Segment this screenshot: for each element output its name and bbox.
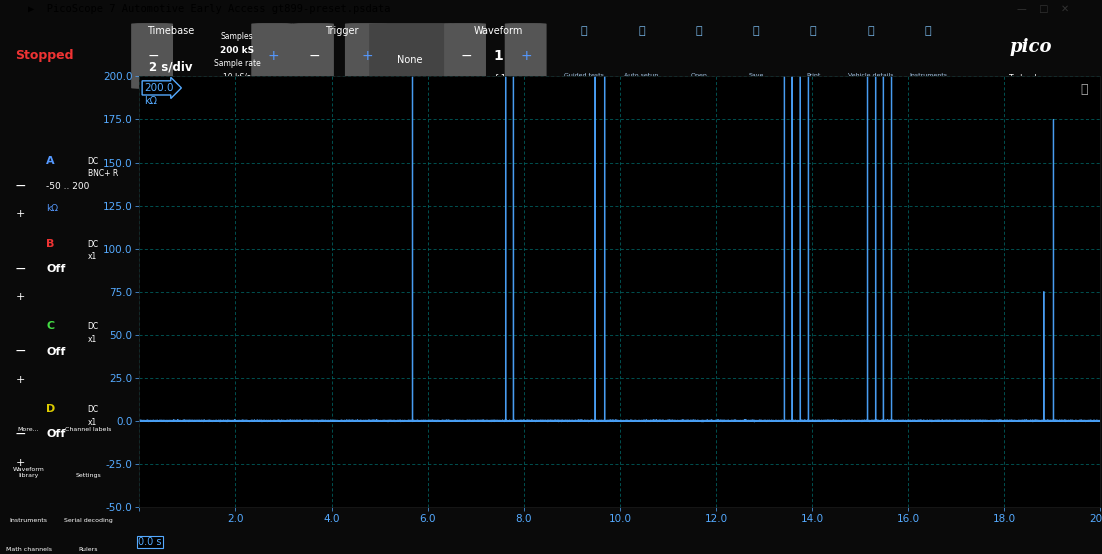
Text: +: + bbox=[521, 49, 532, 63]
Text: Waveform
library: Waveform library bbox=[12, 468, 44, 478]
Text: −: − bbox=[14, 261, 26, 275]
Text: Waveform: Waveform bbox=[474, 27, 522, 37]
Text: 1: 1 bbox=[494, 49, 503, 63]
Text: Serial decoding: Serial decoding bbox=[64, 518, 112, 523]
Text: −: − bbox=[461, 49, 472, 63]
Text: ▶  PicoScope 7 Automotive Early Access gt899-preset.psdata: ▶ PicoScope 7 Automotive Early Access gt… bbox=[28, 4, 390, 14]
Text: kΩ: kΩ bbox=[46, 204, 58, 213]
Text: 0.0 s: 0.0 s bbox=[139, 537, 162, 547]
Text: DC: DC bbox=[88, 240, 99, 249]
Text: Settings: Settings bbox=[76, 473, 101, 478]
Text: 200.0: 200.0 bbox=[144, 83, 174, 93]
Text: −: − bbox=[14, 178, 26, 193]
Text: Technology: Technology bbox=[1009, 74, 1051, 84]
Text: ⬛: ⬛ bbox=[753, 27, 759, 37]
FancyBboxPatch shape bbox=[369, 23, 452, 89]
Text: Off: Off bbox=[46, 347, 65, 357]
Text: +: + bbox=[361, 49, 372, 63]
Text: +: + bbox=[268, 49, 279, 63]
Text: DC: DC bbox=[88, 157, 99, 166]
Text: Guided tests: Guided tests bbox=[564, 73, 604, 78]
Text: Channel labels: Channel labels bbox=[65, 427, 111, 432]
Text: pico: pico bbox=[1009, 38, 1051, 56]
Text: ⬛: ⬛ bbox=[581, 27, 587, 37]
Text: 🔍: 🔍 bbox=[1080, 83, 1088, 96]
Text: 10 kS/s: 10 kS/s bbox=[223, 72, 251, 81]
Text: DC: DC bbox=[88, 322, 99, 331]
FancyBboxPatch shape bbox=[444, 23, 486, 89]
Text: ⬛: ⬛ bbox=[638, 27, 645, 37]
Text: More...: More... bbox=[18, 427, 40, 432]
Text: 2 s/div: 2 s/div bbox=[149, 61, 193, 74]
Text: Off: Off bbox=[46, 264, 65, 274]
Text: Instruments: Instruments bbox=[10, 518, 47, 523]
Text: kΩ: kΩ bbox=[144, 96, 158, 106]
Text: Vehicle details: Vehicle details bbox=[847, 73, 894, 78]
Text: DC: DC bbox=[88, 406, 99, 414]
Text: Save: Save bbox=[748, 73, 764, 78]
Text: —    □    ✕: — □ ✕ bbox=[1017, 4, 1069, 14]
Text: ⬛: ⬛ bbox=[695, 27, 702, 37]
Text: Auto setup: Auto setup bbox=[624, 73, 659, 78]
Text: Instruments: Instruments bbox=[909, 73, 947, 78]
FancyBboxPatch shape bbox=[131, 23, 173, 89]
FancyBboxPatch shape bbox=[292, 23, 334, 89]
Text: 200 kS: 200 kS bbox=[220, 46, 253, 55]
Text: −: − bbox=[14, 427, 26, 441]
Text: None: None bbox=[397, 55, 423, 65]
Text: +: + bbox=[15, 209, 25, 219]
Text: Samples: Samples bbox=[220, 32, 253, 42]
Text: A: A bbox=[46, 156, 55, 166]
Text: Math channels: Math channels bbox=[6, 547, 52, 552]
Text: −: − bbox=[309, 49, 320, 63]
Text: B: B bbox=[46, 239, 54, 249]
Text: x1: x1 bbox=[88, 418, 97, 427]
Text: x1: x1 bbox=[88, 335, 97, 343]
Text: Sample rate: Sample rate bbox=[214, 59, 260, 68]
Text: Rulers: Rulers bbox=[78, 547, 98, 552]
Text: ⬛: ⬛ bbox=[867, 27, 874, 37]
FancyBboxPatch shape bbox=[251, 23, 293, 89]
Text: +: + bbox=[15, 292, 25, 302]
Text: −: − bbox=[14, 344, 26, 358]
Text: +: + bbox=[15, 375, 25, 385]
Text: of 1: of 1 bbox=[490, 74, 506, 84]
Text: ⬛: ⬛ bbox=[925, 27, 931, 37]
Text: +: + bbox=[15, 458, 25, 468]
Text: x1: x1 bbox=[88, 252, 97, 261]
Text: Print: Print bbox=[806, 73, 821, 78]
FancyBboxPatch shape bbox=[345, 23, 387, 89]
Text: D: D bbox=[46, 404, 55, 414]
Text: Timebase: Timebase bbox=[148, 27, 194, 37]
Text: Trigger: Trigger bbox=[325, 27, 358, 37]
Text: Open: Open bbox=[690, 73, 707, 78]
Text: −: − bbox=[148, 49, 159, 63]
Text: Off: Off bbox=[46, 429, 65, 439]
Text: BNC+ R: BNC+ R bbox=[88, 169, 118, 178]
Text: -50 .. 200: -50 .. 200 bbox=[46, 182, 89, 191]
Text: Stopped: Stopped bbox=[15, 49, 74, 63]
Text: C: C bbox=[46, 321, 54, 331]
Text: ⬛: ⬛ bbox=[810, 27, 817, 37]
FancyBboxPatch shape bbox=[505, 23, 547, 89]
